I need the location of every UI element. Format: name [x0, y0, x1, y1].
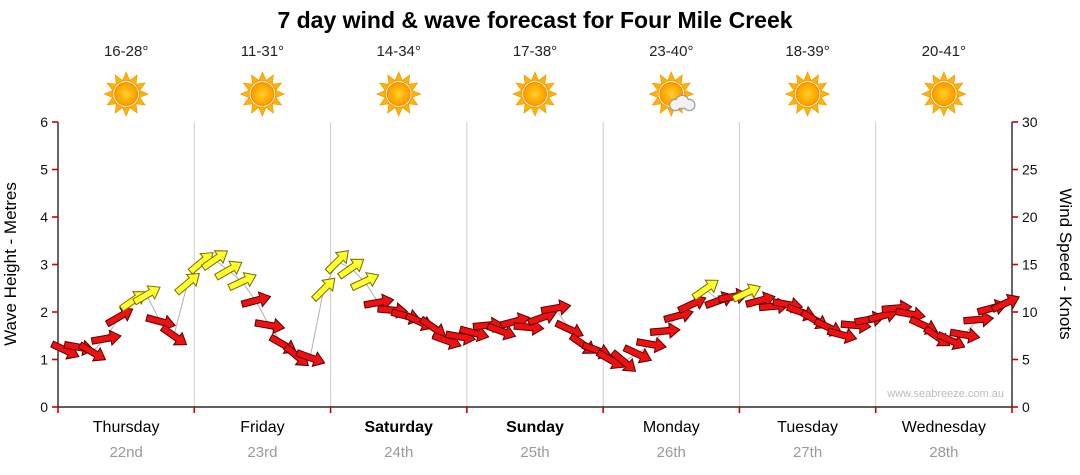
wind-arrow	[227, 272, 257, 292]
wind-arrow	[240, 291, 272, 308]
day-date-label: 25th	[520, 444, 549, 461]
y-tick-label-right: 0	[1022, 399, 1030, 415]
wind-series-layer	[50, 250, 1021, 372]
wind-arrow	[990, 293, 1021, 313]
day-name-label: Sunday	[506, 419, 564, 436]
day-header-layer: 16-28° 11-31° 14-34° 17-38° 23-40° 18-39° 20-4…	[103, 43, 967, 117]
y-tick-label-left: 6	[40, 114, 48, 130]
wind-arrow	[174, 272, 201, 296]
wind-arrow	[610, 349, 637, 372]
y-tick-label-left: 0	[40, 399, 48, 415]
y-tick-label-right: 5	[1022, 352, 1030, 368]
day-temp-label: 16-28°	[104, 43, 148, 60]
wind-arrow	[349, 272, 380, 292]
wind-arrow	[90, 329, 122, 347]
sun-icon	[921, 71, 967, 117]
y-tick-label-left: 4	[40, 209, 48, 225]
sun-icon	[512, 71, 558, 117]
wind-arrow	[649, 322, 681, 340]
day-date-label: 23rd	[247, 444, 277, 461]
y-tick-label-left: 2	[40, 304, 48, 320]
day-name-label: Saturday	[364, 419, 433, 436]
wind-arrow	[691, 279, 719, 301]
y-tick-label-left: 5	[40, 162, 48, 178]
wind-arrow	[132, 285, 161, 306]
wind-arrow	[254, 317, 286, 335]
day-temp-label: 17-38°	[513, 43, 557, 60]
day-name-label: Friday	[240, 419, 284, 436]
wind-arrow	[458, 325, 490, 343]
day-date-label: 27th	[793, 444, 822, 461]
wind-arrow	[949, 327, 981, 344]
day-name-label: Monday	[643, 419, 700, 436]
day-date-label: 26th	[657, 444, 686, 461]
wind-arrow	[826, 327, 858, 345]
y-tick-label-right: 25	[1022, 162, 1038, 178]
sun-icon	[376, 71, 422, 117]
wind-arrow	[104, 307, 134, 328]
day-temp-label: 18-39°	[785, 43, 829, 60]
wind-arrow	[213, 260, 243, 281]
sun-icon	[785, 71, 831, 117]
sun-icon	[239, 71, 285, 117]
day-date-label: 28th	[929, 444, 958, 461]
wind-arrow	[145, 314, 177, 331]
day-temp-label: 11-31°	[241, 43, 284, 60]
y-tick-label-left: 3	[40, 257, 48, 273]
day-temp-label: 14-34°	[377, 43, 421, 60]
y-tick-label-left: 1	[40, 352, 48, 368]
y-tick-label-right: 10	[1022, 304, 1038, 320]
y-tick-label-right: 20	[1022, 209, 1038, 225]
day-labels-layer: Thursday 22nd Friday 23rd Saturday 24th Sunday…	[93, 419, 986, 461]
left-axis-label: Wave Height - Metres	[1, 182, 20, 346]
day-name-label: Wednesday	[902, 419, 986, 436]
wind-arrow	[77, 341, 107, 362]
wind-arrow	[731, 283, 762, 303]
wind-trend-line	[64, 259, 1006, 362]
wind-arrow	[622, 344, 653, 364]
day-name-label: Thursday	[93, 419, 160, 436]
wind-arrow	[324, 250, 349, 275]
sun-icon	[103, 71, 149, 117]
day-temp-label: 20-41°	[922, 43, 966, 60]
wind-arrow	[337, 258, 365, 280]
wind-arrow	[295, 349, 326, 368]
wind-arrow	[363, 293, 395, 311]
wind-arrow	[486, 322, 517, 341]
wind-arrow	[935, 331, 966, 351]
page-title: 7 day wind & wave forecast for Four Mile…	[277, 7, 792, 33]
y-tick-label-right: 30	[1022, 114, 1038, 130]
day-date-label: 22nd	[109, 444, 142, 461]
wind-arrow	[159, 324, 188, 346]
day-temp-label: 23-40°	[649, 43, 693, 60]
wind-arrow	[540, 299, 572, 316]
watermark: www.seabreeze.com.au	[886, 388, 1004, 400]
y-tick-label-right: 15	[1022, 257, 1038, 273]
right-axis-label: Wind Speed - Knots	[1056, 188, 1075, 339]
wind-arrow	[310, 277, 336, 303]
day-date-label: 24th	[384, 444, 413, 461]
wind-arrow	[963, 310, 995, 328]
wind-arrow	[635, 336, 667, 354]
grid-layer	[193, 122, 877, 407]
wind-arrow	[200, 250, 229, 272]
day-name-label: Tuesday	[777, 419, 838, 436]
axes-layer: 0 1 2 3 4 5 6 0 5 10 15 20 25 30	[40, 114, 1038, 415]
